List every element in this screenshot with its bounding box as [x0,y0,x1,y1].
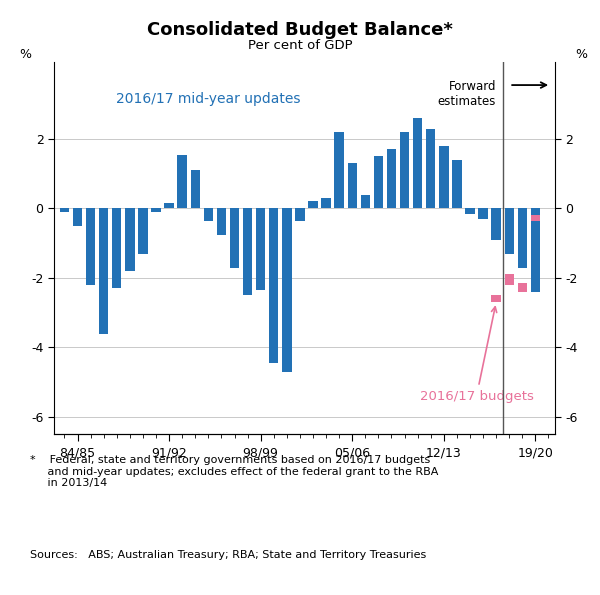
Text: 2016/17 mid-year updates: 2016/17 mid-year updates [116,92,301,106]
Text: Consolidated Budget Balance*: Consolidated Budget Balance* [147,21,453,39]
Bar [387,149,396,208]
Bar [374,156,383,208]
Bar [334,132,344,208]
Bar [322,198,331,208]
Bar [217,208,226,234]
Bar [465,208,475,214]
Bar [243,208,253,295]
Bar [530,208,540,292]
Bar [491,208,501,240]
Bar [178,155,187,208]
Bar [203,208,213,221]
Bar [347,163,357,208]
Bar [295,208,305,221]
Text: %: % [575,48,587,61]
Bar [478,208,488,219]
Bar [518,208,527,268]
Bar [439,146,449,208]
Bar [491,295,501,302]
Bar [400,132,409,208]
Bar [125,208,134,271]
Bar [151,208,161,212]
Bar [361,195,370,208]
Bar [505,274,514,285]
Bar [138,208,148,253]
Bar [530,215,540,221]
Bar [452,160,461,208]
Text: Sources:   ABS; Australian Treasury; RBA; State and Territory Treasuries: Sources: ABS; Australian Treasury; RBA; … [30,550,426,560]
Bar [282,208,292,372]
Bar [60,208,69,212]
Bar [191,170,200,208]
Bar [164,203,174,208]
Bar [99,208,109,334]
Bar [413,118,422,208]
Bar [269,208,278,363]
Bar [86,208,95,285]
Bar [426,129,436,208]
Bar [518,283,527,292]
Bar [230,208,239,268]
Bar [112,208,121,289]
Text: 2016/17 budgets: 2016/17 budgets [419,307,533,403]
Text: Forward
estimates: Forward estimates [438,80,496,108]
Bar [308,202,318,208]
Text: *    Federal, state and territory governments based on 2016/17 budgets
     and : * Federal, state and territory governmen… [30,455,439,488]
Text: %: % [19,48,31,61]
Text: Per cent of GDP: Per cent of GDP [248,39,352,52]
Bar [256,208,265,290]
Bar [505,208,514,253]
Bar [73,208,82,226]
